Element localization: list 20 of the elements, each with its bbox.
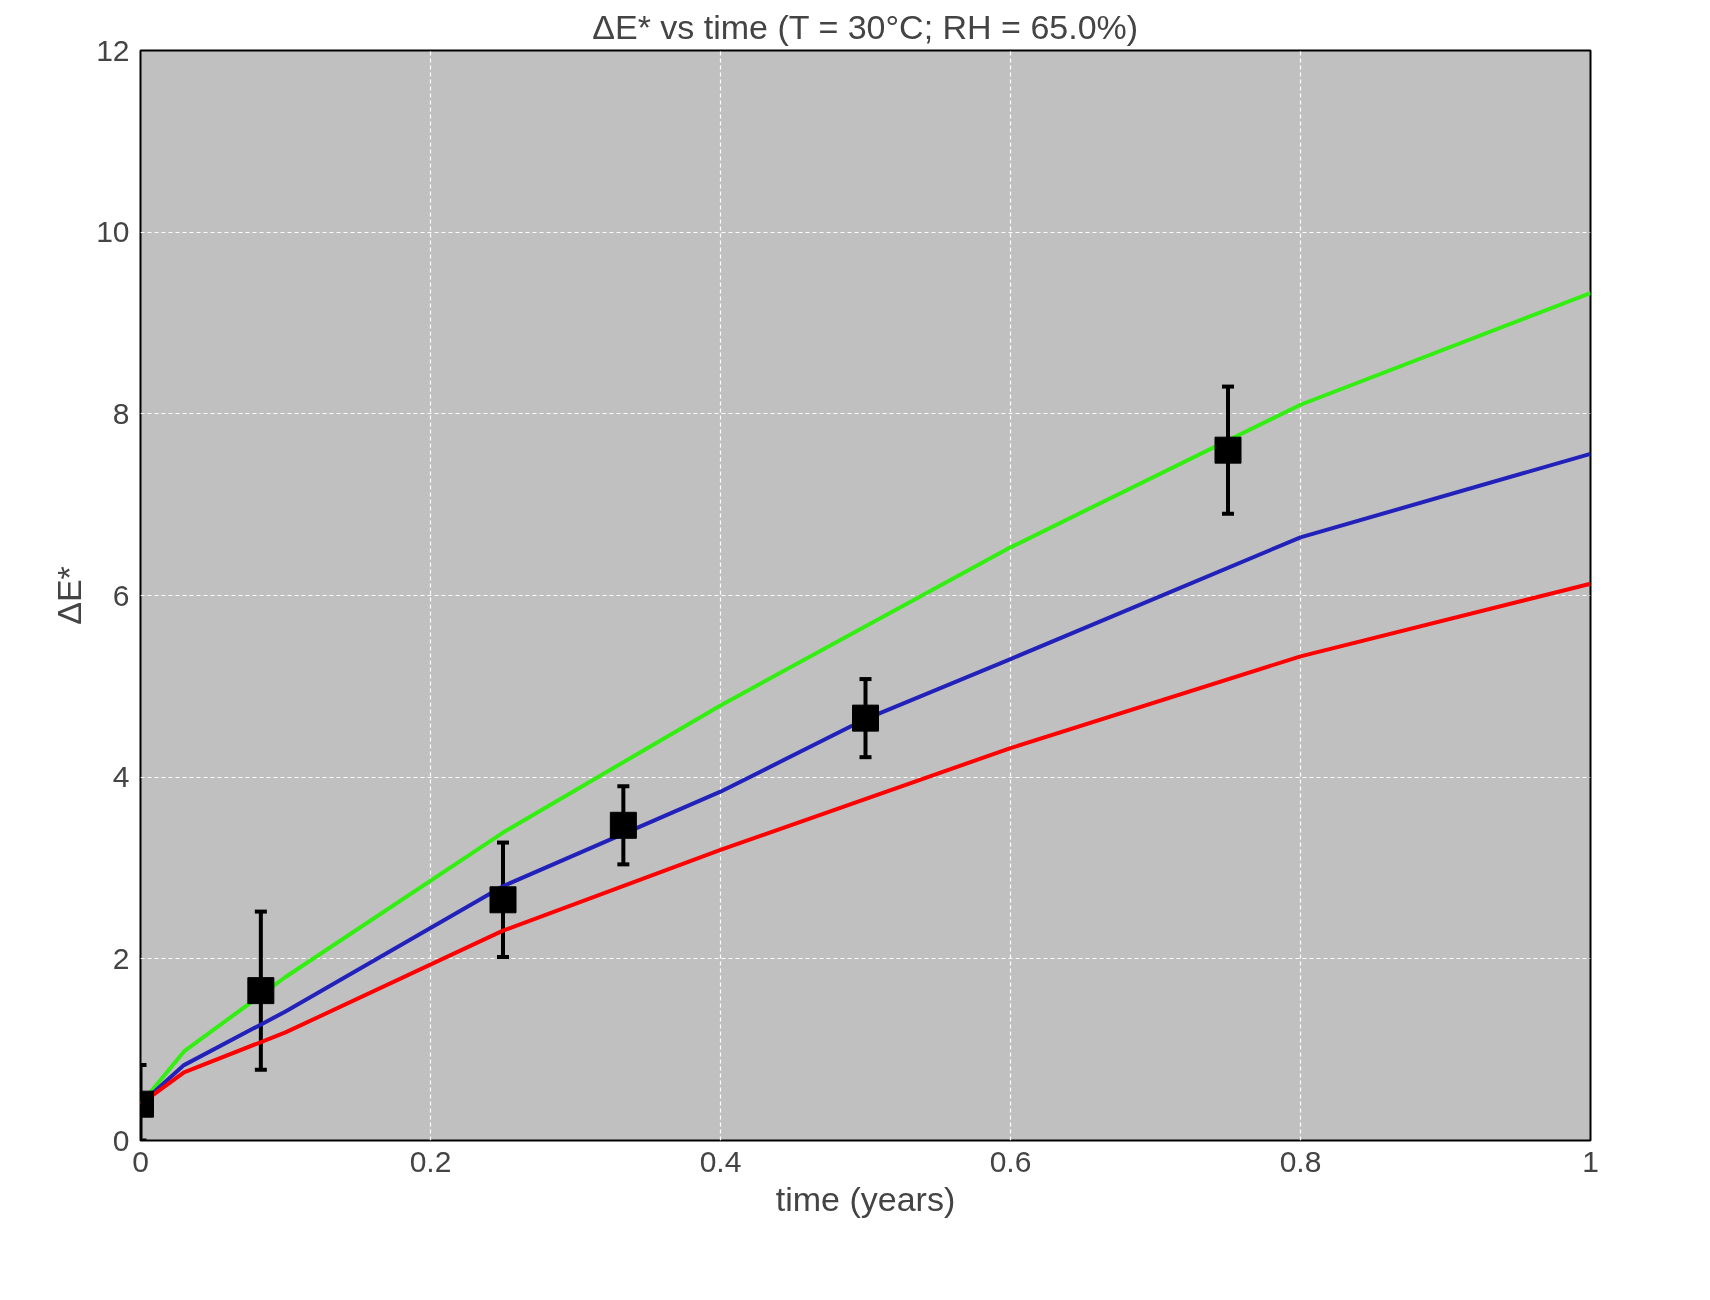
x-tick-label: 0.4: [699, 1144, 742, 1178]
y-tick-label: 6: [112, 578, 130, 612]
x-tick-label: 1: [1582, 1144, 1599, 1178]
y-tick-label: 12: [96, 33, 130, 67]
y-tick-label: 8: [112, 396, 130, 430]
chart-title: ΔE* vs time (T = 30°C; RH = 65.0%): [592, 7, 1139, 46]
point: [609, 811, 637, 839]
y-tick-label: 2: [112, 941, 130, 975]
x-tick-label: 0.8: [1279, 1144, 1322, 1178]
x-axis-title: time (years): [775, 1179, 956, 1218]
x-tick-label: 0.6: [989, 1144, 1032, 1178]
point: [489, 886, 517, 914]
x-tick-label: 0.2: [409, 1144, 452, 1178]
point: [1214, 436, 1242, 464]
point: [247, 977, 275, 1005]
y-tick-label: 10: [96, 215, 130, 249]
y-axis-title: ΔE*: [50, 566, 89, 625]
y-tick-label: 4: [112, 760, 130, 794]
y-tick-label: 0: [112, 1123, 130, 1157]
point: [852, 704, 879, 732]
